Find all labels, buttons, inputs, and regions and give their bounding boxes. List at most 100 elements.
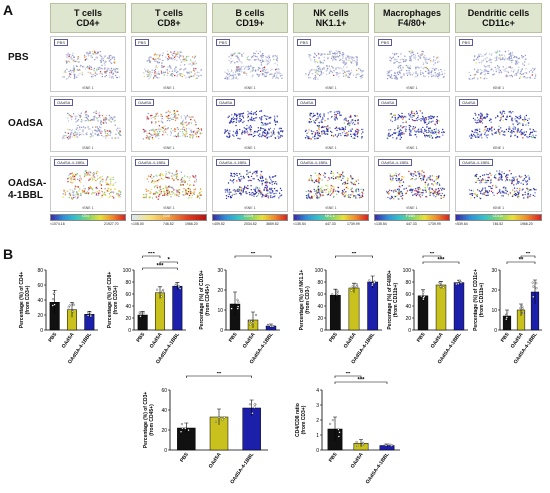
colorbar-cd4 [50,214,126,221]
data-point [68,304,71,307]
tsne-plot: PBS tSNE 1 [131,36,207,92]
data-point [373,281,376,284]
bar-chart: CD4/CD8 ratio (from CD3+) 0 1 2 3 4 PBS OAdSA OAd… [295,372,400,485]
tsne-sample-tag: OAdSA-4-1BBL [54,159,89,166]
x-tick-label: OAdSA [149,331,164,349]
data-point [177,285,180,288]
row-label-pbs: PBS [8,52,29,63]
data-point [390,444,393,447]
data-point [535,282,538,285]
bar-oadsa-4-1bbl [367,281,379,331]
error-bar [333,416,337,441]
tsne-sample-tag: OAdSA [54,99,74,106]
y-tick-label: 30 [217,268,223,274]
colorbar-min-label: <539.64 [455,222,468,226]
significance-label: ** [430,252,435,258]
colorbar-marker-label: F4/80 [406,214,415,218]
x-tick-label: OAdSA-4-1BBL [365,452,391,485]
data-point [535,287,538,290]
x-tick-label: OAdSA [208,451,223,469]
tsne-axis-label: tSNE 1 [406,146,418,150]
data-point [336,289,339,292]
data-point [371,282,374,285]
tsne-plot: OAdSA tSNE 1 [131,96,207,152]
y-tick-label: 0 [164,448,167,454]
y-tick-label: 0 [408,328,411,334]
y-axis-label: (from CD3-) [305,286,311,314]
data-point [249,323,252,326]
data-point [51,298,55,301]
y-tick-label: 10 [217,308,223,314]
tsne-sample-tag: OAdSA [378,99,398,106]
colorbar-mid-label: 2034.52 [244,222,257,226]
error-bar [519,303,523,316]
colorbar-max-label: 1739.99 [428,222,441,226]
tsne-plot: OAdSA tSNE 1 [293,96,369,152]
colorbar-marker-label: CD11c [492,214,503,218]
tsne-axis-label: tSNE 1 [163,86,175,90]
y-tick-label: 40 [317,304,323,310]
tsne-plot: PBS tSNE 1 [374,36,450,92]
data-point [338,431,341,434]
data-point [385,444,388,447]
tsne-axis-label: tSNE 1 [82,206,94,210]
y-tick-label: 100 [403,268,412,274]
tsne-axis-label: tSNE 1 [406,206,418,210]
x-tick-label: PBS [179,451,190,463]
tsne-axis-label: tSNE 1 [325,146,337,150]
y-tick-label: 10 [491,308,497,314]
y-tick-label: 80 [125,280,131,286]
y-axis-label: (from CD45+) [149,404,155,436]
bar-chart: Percentage (%) of CD3+ (from CD45+) 0 20 40 6… [143,372,268,485]
y-tick-label: 20 [317,316,323,322]
tsne-scatter [305,50,364,80]
significance-bracket [159,261,178,264]
colorbar-mid-label: 447.33 [406,222,417,226]
y-axis-label: Percentage (%) of F4/80+ [387,270,393,329]
data-point [337,435,340,438]
tsne-sample-tag: OAdSA-4-1BBL [378,159,413,166]
data-point [442,286,445,289]
data-point [355,285,358,288]
data-point [89,311,92,314]
data-point [53,292,56,295]
tsne-axis-label: tSNE 1 [492,146,505,150]
bar-chart: Percentage (%) of CD8+ (from CD3+) 0 20 40 60… [107,252,186,365]
tsne-axis-label: tSNE 1 [492,206,505,210]
data-point [356,444,359,447]
bar-chart: Percentage (%) of NK1.1+ (from CD3-) 0 20 40… [299,252,382,365]
y-tick-label: 80 [317,280,323,286]
data-point [350,289,353,292]
y-tick-label: 60 [37,283,43,289]
data-point [214,420,218,423]
y-axis-label: (from CD11b+) [479,283,485,318]
tsne-axis-label: tSNE 1 [492,86,505,90]
significance-label: *** [156,264,164,270]
data-point [337,428,340,431]
x-tick-label: PBS [135,331,146,343]
y-tick-label: 40 [125,304,131,310]
y-axis-label: Percentage (%) of NK1.1+ [299,270,305,331]
data-point [72,303,75,307]
x-tick-label: OAdSA [343,331,358,349]
error-bar [158,286,162,299]
y-tick-label: 100 [315,268,324,274]
y-tick-label: 4 [316,388,319,394]
data-point [139,315,142,318]
y-axis-label: Percentage (%) of CD8+ [107,272,113,329]
bar-oadsa [435,284,447,331]
y-axis-label: Percentage (%) of CD19+ [199,270,205,329]
y-tick-label: 1 [316,433,319,439]
tsne-scatter [224,50,284,80]
data-point [184,427,187,430]
data-point [420,295,423,298]
colorbar-min-label: <135.54 [374,222,387,226]
significance-label: ** [251,252,256,258]
data-point [251,412,254,415]
y-tick-label: 0 [316,448,319,454]
data-point [266,324,270,327]
column-header-cd8: T cells CD8+ [131,3,207,33]
error-bar [251,311,255,328]
data-point [89,315,92,318]
data-point [254,313,258,316]
